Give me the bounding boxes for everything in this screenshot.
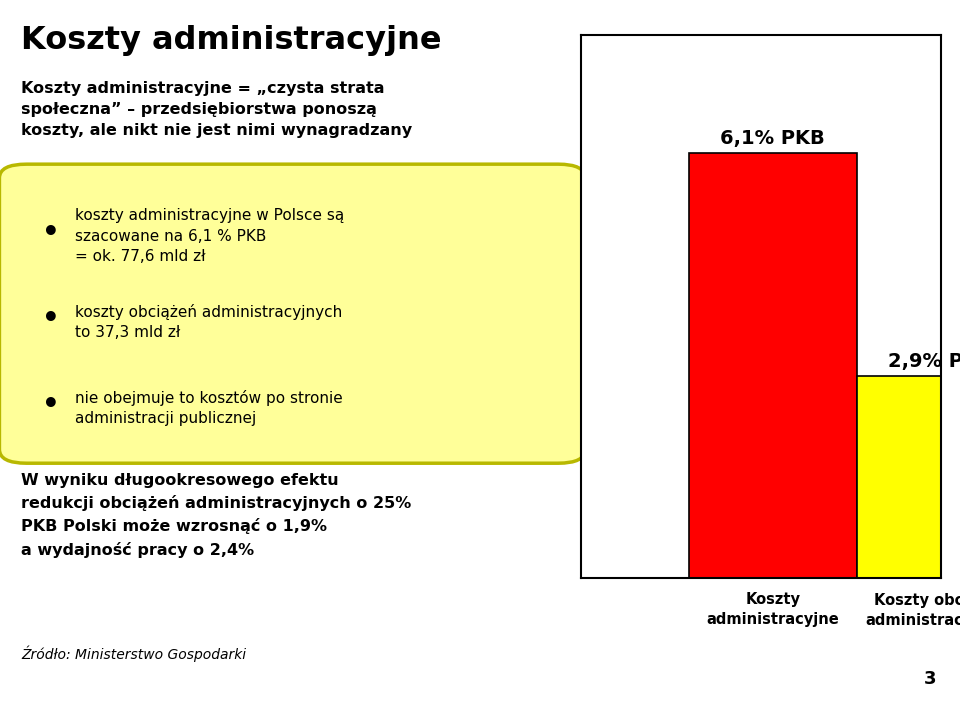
Text: Źródło: Ministerstwo Gospodarki: Źródło: Ministerstwo Gospodarki [21, 646, 247, 662]
FancyBboxPatch shape [0, 164, 586, 463]
Text: Koszty administracyjne = „czysta strata
społeczna” – przedsiębiorstwa ponoszą
ko: Koszty administracyjne = „czysta strata … [21, 81, 412, 137]
Text: •: • [42, 305, 60, 333]
Bar [856, 376, 960, 578]
Text: koszty administracyjne w Polsce są
szacowane na 6,1 % PKB
= ok. 77,6 mld zł: koszty administracyjne w Polsce są szaco… [75, 208, 345, 264]
Text: •: • [42, 219, 60, 247]
Text: koszty obciążeń administracyjnych
to 37,3 mld zł: koszty obciążeń administracyjnych to 37,… [75, 304, 343, 340]
Text: 3: 3 [924, 670, 936, 688]
Text: Koszty administracyjne: Koszty administracyjne [21, 25, 442, 55]
Text: 6,1% PKB: 6,1% PKB [720, 129, 826, 148]
Text: W wyniku długookresowego efektu
redukcji obciążeń administracyjnych o 25%
PKB Po: W wyniku długookresowego efektu redukcji… [21, 473, 412, 557]
Bar [688, 154, 856, 578]
Text: nie obejmuje to kosztów po stronie
administracji publicznej: nie obejmuje to kosztów po stronie admin… [75, 390, 343, 426]
Text: 2,9% PKB: 2,9% PKB [889, 352, 960, 371]
Text: •: • [42, 391, 60, 419]
